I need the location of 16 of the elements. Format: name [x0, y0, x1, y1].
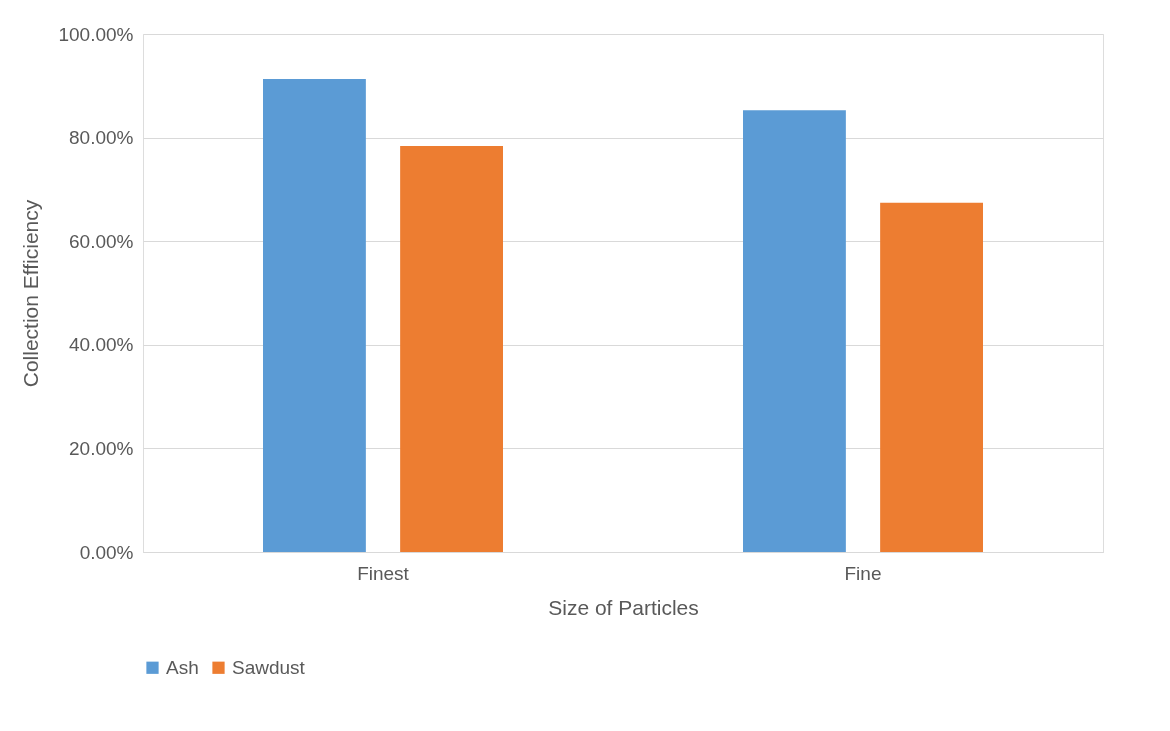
bar — [880, 202, 983, 552]
legend-label: Ash — [166, 656, 199, 678]
y-tick-label: 40.00% — [69, 334, 134, 356]
bar — [400, 145, 503, 552]
y-tick-label: 80.00% — [69, 127, 134, 149]
x-axis-title: Size of Particles — [548, 595, 699, 619]
bar — [263, 79, 366, 552]
y-tick-label: 0.00% — [79, 541, 134, 563]
y-axis-title: Collection Efficiency — [19, 199, 43, 388]
y-tick-label: 60.00% — [69, 230, 134, 252]
x-tick-label: Finest — [357, 562, 410, 584]
legend-label: Sawdust — [232, 656, 306, 678]
x-tick-label: Fine — [844, 562, 882, 584]
y-tick-label: 100.00% — [58, 23, 134, 45]
y-tick-label: 20.00% — [69, 437, 134, 459]
bar — [743, 110, 846, 552]
